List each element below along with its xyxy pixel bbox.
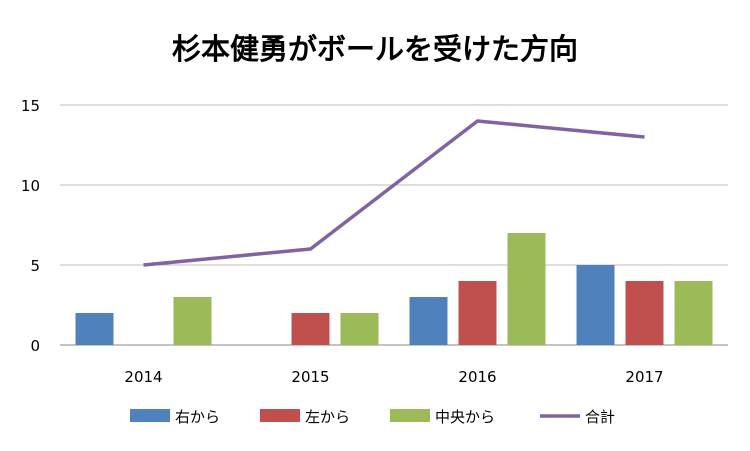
legend-swatch [390, 409, 430, 422]
bar [625, 281, 664, 345]
y-tick-label: 0 [30, 337, 40, 355]
legend-label: 合計 [585, 408, 615, 426]
bar [458, 281, 497, 345]
bar [507, 233, 546, 345]
legend-label: 右から [175, 408, 220, 426]
bar [75, 313, 114, 345]
chart-title: 杉本健勇がボールを受けた方向 [171, 32, 578, 66]
bar [409, 297, 448, 345]
x-tick-label: 2015 [291, 368, 329, 386]
x-tick-label: 2017 [625, 368, 663, 386]
bar [291, 313, 330, 345]
bar [340, 313, 379, 345]
bar [576, 265, 615, 345]
y-tick-label: 15 [21, 97, 40, 115]
x-tick-label: 2016 [458, 368, 496, 386]
legend-label: 中央から [435, 408, 495, 426]
bar [173, 297, 212, 345]
bar [674, 281, 713, 345]
x-tick-label: 2014 [124, 368, 162, 386]
y-tick-label: 10 [21, 177, 40, 195]
legend-swatch [130, 409, 170, 422]
y-tick-label: 5 [30, 257, 40, 275]
legend-swatch [260, 409, 300, 422]
legend-label: 左から [305, 408, 350, 426]
line-series-total [143, 119, 645, 267]
